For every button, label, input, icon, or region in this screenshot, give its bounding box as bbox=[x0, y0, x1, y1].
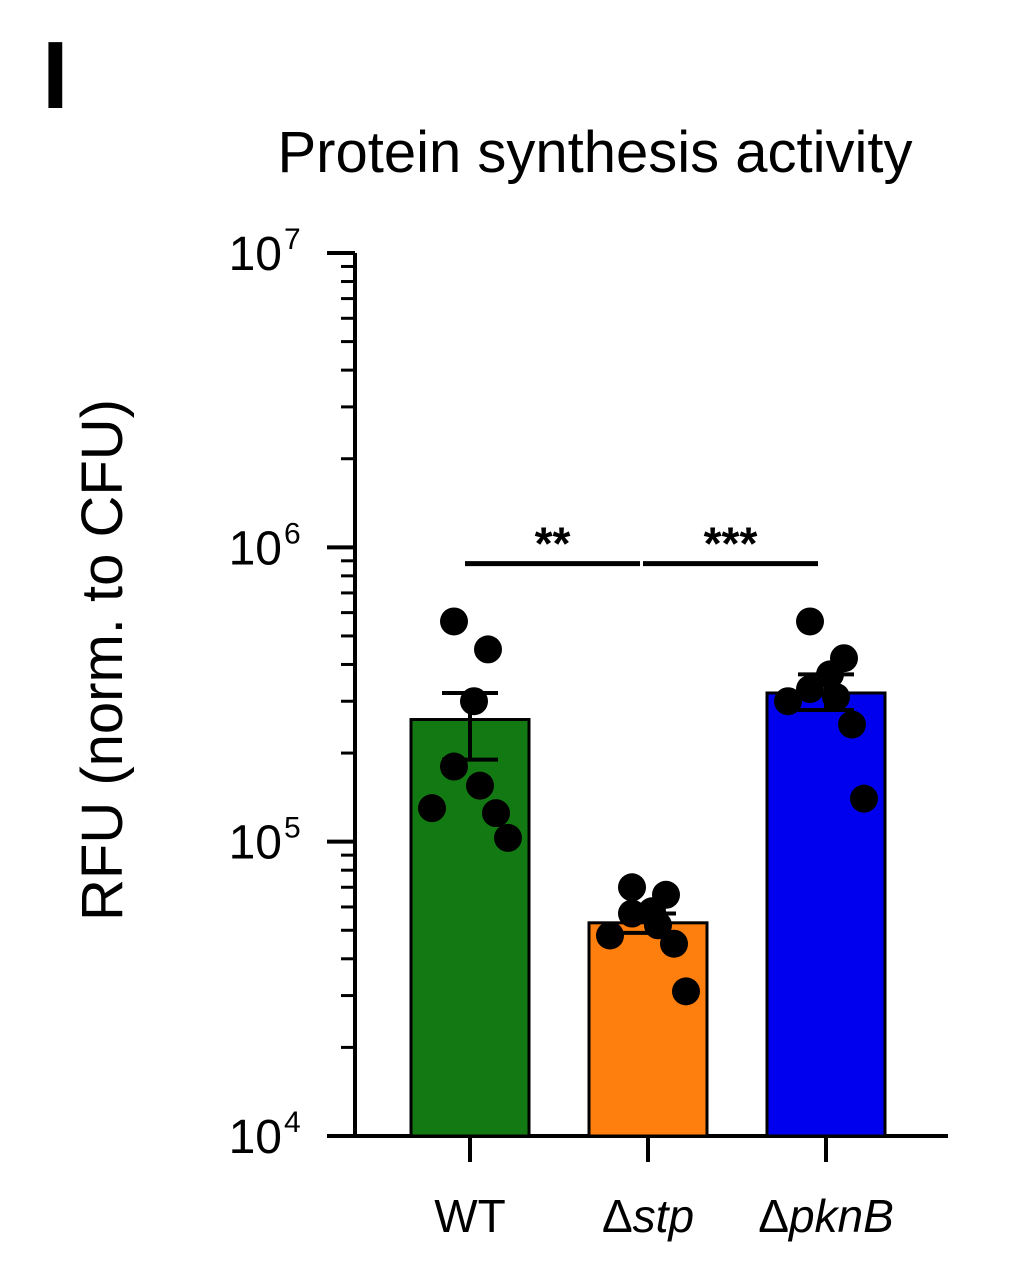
significance-label: ** bbox=[535, 518, 571, 570]
data-point bbox=[494, 823, 522, 852]
y-tick-label-exponent: 4 bbox=[284, 1106, 301, 1139]
data-point bbox=[838, 710, 866, 739]
chart-title: Protein synthesis activity bbox=[277, 120, 912, 185]
data-point bbox=[618, 873, 646, 902]
y-tick-label: 10 bbox=[229, 1111, 282, 1164]
data-point bbox=[796, 607, 824, 636]
data-point bbox=[482, 799, 510, 828]
panel-label: I bbox=[42, 22, 69, 129]
data-point bbox=[816, 660, 844, 689]
y-tick-label: 10 bbox=[229, 228, 282, 281]
bar bbox=[765, 691, 887, 1138]
data-point bbox=[822, 683, 850, 712]
y-tick-label-exponent: 5 bbox=[284, 812, 301, 845]
data-point bbox=[644, 911, 672, 940]
significance-annotations: ** *** bbox=[465, 518, 818, 570]
data-point bbox=[850, 784, 878, 813]
data-point bbox=[596, 921, 624, 950]
y-axis-label: RFU (norm. to CFU) bbox=[70, 399, 135, 921]
data-point bbox=[618, 899, 646, 928]
data-point bbox=[440, 752, 468, 781]
x-tick-label: WT bbox=[434, 1190, 506, 1242]
x-tick-label: Δstp bbox=[602, 1190, 694, 1242]
data-point bbox=[440, 607, 468, 636]
bars bbox=[409, 691, 887, 1138]
data-point bbox=[466, 771, 494, 800]
data-point bbox=[418, 794, 446, 823]
data-points bbox=[418, 607, 878, 1006]
x-tick-labels: WT Δstp ΔpknB bbox=[434, 1190, 894, 1242]
data-point bbox=[672, 977, 700, 1006]
y-tick-label-exponent: 7 bbox=[284, 223, 301, 256]
data-point bbox=[474, 635, 502, 664]
significance-label: *** bbox=[704, 518, 758, 570]
data-point bbox=[460, 687, 488, 716]
y-tick-label: 10 bbox=[229, 817, 282, 870]
y-tick-label-exponent: 6 bbox=[284, 517, 301, 550]
y-tick-label: 10 bbox=[229, 522, 282, 575]
data-point bbox=[796, 675, 824, 704]
bar bbox=[587, 921, 709, 1138]
data-point bbox=[660, 929, 688, 958]
x-tick-label: ΔpknB bbox=[758, 1190, 894, 1242]
data-point bbox=[774, 687, 802, 716]
